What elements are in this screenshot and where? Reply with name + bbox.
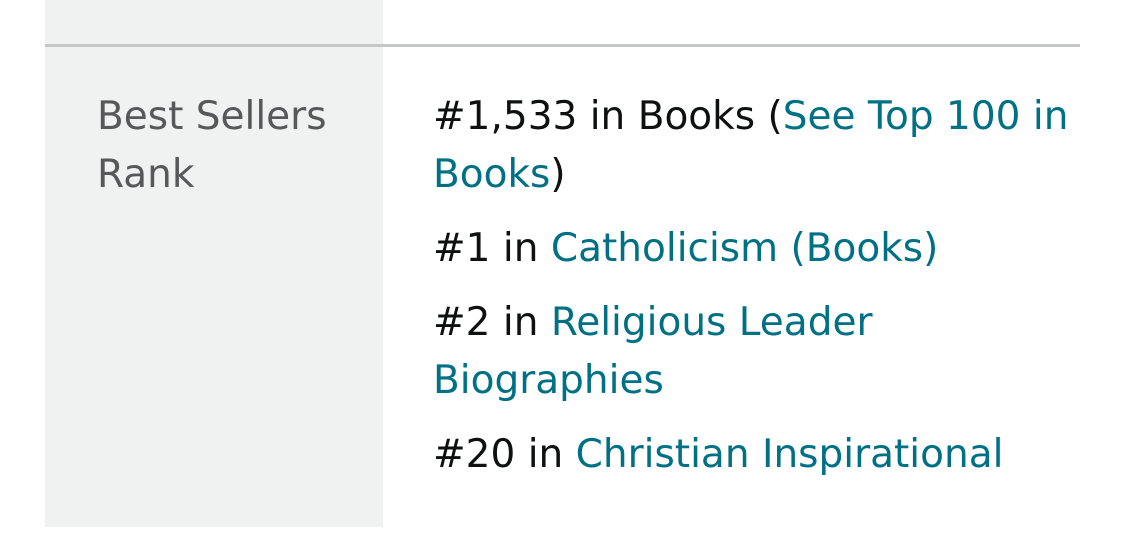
open-paren: ( [755, 94, 783, 139]
close-paren: ) [550, 152, 566, 197]
rank-number: #20 [433, 432, 516, 477]
rank-connector: in [515, 432, 576, 477]
rank-entry-religious-leader-biographies: #2 in Religious Leader Biographies [433, 294, 1073, 410]
label-column [45, 0, 383, 527]
see-top-100-books-link[interactable]: See Top 100 in Books [433, 94, 1069, 197]
rank-number: #2 [433, 300, 491, 345]
rank-connector: in [490, 300, 551, 345]
best-sellers-rank-label: Best Sellers Rank [97, 94, 327, 197]
rank-category: Books [637, 94, 756, 139]
rank-entry-books: #1,533 in Books (See Top 100 in Books) [433, 88, 1073, 204]
christian-inspirational-link[interactable]: Christian Inspirational [575, 432, 1004, 477]
rank-number: #1,533 [433, 94, 578, 139]
rank-entry-catholicism: #1 in Catholicism (Books) [433, 220, 1073, 278]
row-divider [45, 44, 1080, 47]
rank-entry-christian-inspirational: #20 in Christian Inspirational [433, 426, 1073, 484]
product-details-table: Best Sellers Rank #1,533 in Books (See T… [45, 0, 1080, 527]
catholicism-books-link[interactable]: Catholicism (Books) [550, 226, 939, 271]
best-sellers-rank-list: #1,533 in Books (See Top 100 in Books) #… [433, 88, 1073, 500]
rank-connector: in [577, 94, 638, 139]
rank-number: #1 [433, 226, 491, 271]
rank-connector: in [490, 226, 551, 271]
religious-leader-biographies-link[interactable]: Religious Leader Biographies [433, 300, 873, 403]
